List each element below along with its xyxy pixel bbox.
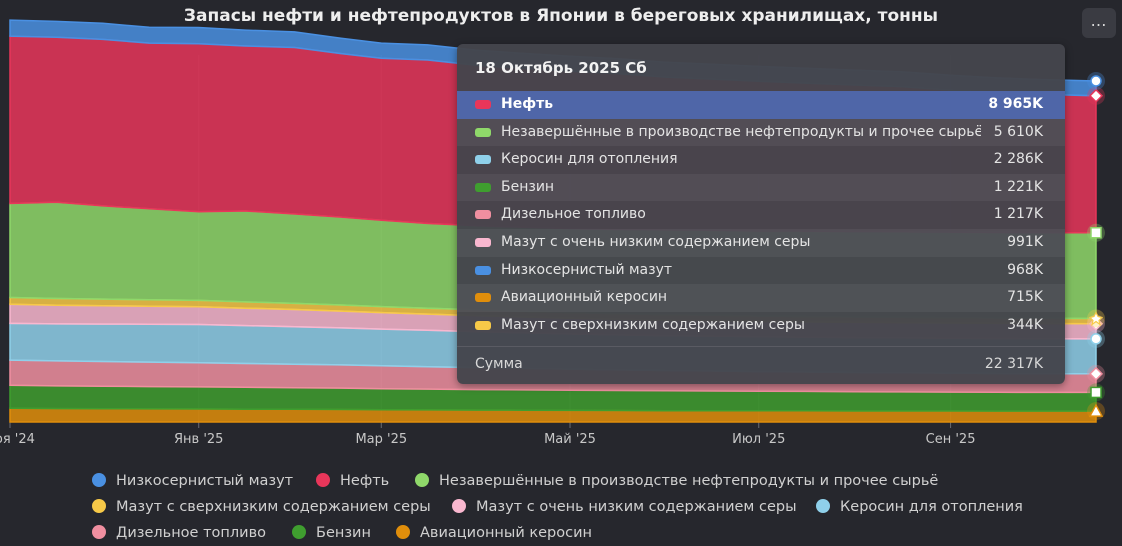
tooltip-row: Низкосернистый мазут 968K xyxy=(457,257,1065,285)
tooltip-row: Дизельное топливо 1 217K xyxy=(457,201,1065,229)
legend-dot-icon xyxy=(92,499,106,513)
tooltip-row: Незавершённые в производстве нефтепродук… xyxy=(457,118,1065,147)
series-marker xyxy=(1088,403,1104,417)
tooltip-sum-value: 22 317K xyxy=(984,356,1043,372)
tooltip-series-name: Дизельное топливо xyxy=(501,206,646,223)
series-marker xyxy=(1088,311,1104,326)
legend-item[interactable]: Бензин xyxy=(292,520,371,546)
tooltip-series-value: 8 965K xyxy=(988,96,1043,112)
legend-dot-icon xyxy=(92,525,106,539)
tooltip-series-name: Низкосернистый мазут xyxy=(501,261,673,278)
legend-dot-icon xyxy=(415,473,429,487)
tooltip-swatch xyxy=(475,237,491,247)
tooltip-row: Мазут с сверхнизким содержанием серы 344… xyxy=(457,312,1065,340)
tooltip-series-value: 991K xyxy=(1007,233,1043,250)
tooltip-series-value: 968K xyxy=(1007,261,1043,278)
legend-dot-icon xyxy=(816,499,830,513)
x-tick-label: Июл '25 xyxy=(732,432,785,447)
x-tick-label: Май '25 xyxy=(544,432,596,447)
series-marker xyxy=(1090,333,1102,345)
legend-row: Мазут с сверхнизким содержанием серы Маз… xyxy=(92,494,1092,520)
tooltip-row: Керосин для отопления 2 286K xyxy=(457,146,1065,174)
legend-label: Авиационный керосин xyxy=(420,525,593,541)
tooltip-series-value: 1 217K xyxy=(993,206,1043,223)
tooltip-row: Мазут с очень низким содержанием серы 99… xyxy=(457,228,1065,257)
legend-dot-icon xyxy=(316,473,330,487)
legend-item[interactable]: Дизельное топливо xyxy=(92,520,266,546)
tooltip-swatch xyxy=(475,210,491,220)
tooltip-series-name: Авиационный керосин xyxy=(501,289,668,306)
tooltip-swatch xyxy=(475,320,491,330)
tooltip-swatch xyxy=(475,265,491,275)
legend-dot-icon xyxy=(92,473,106,487)
tooltip: 18 Октябрь 2025 Сб Нефть 8 965K Незаверш… xyxy=(457,44,1065,384)
tooltip-swatch xyxy=(475,182,491,192)
tooltip-series-value: 5 610K xyxy=(993,123,1043,140)
menu-icon[interactable]: … xyxy=(1082,8,1116,38)
legend-item[interactable]: Мазут с сверхнизким содержанием серы xyxy=(92,494,431,520)
legend-label: Мазут с очень низким содержанием серы xyxy=(476,499,797,515)
chart-title: Запасы нефти и нефтепродуктов в Японии в… xyxy=(183,6,939,26)
legend-row: Дизельное топливо Бензин Авиационный кер… xyxy=(92,520,1092,546)
legend: Низкосернистый мазут Нефть Незавершённые… xyxy=(92,468,1092,546)
tooltip-row: Авиационный керосин 715K xyxy=(457,284,1065,312)
tooltip-row: Нефть 8 965K xyxy=(457,91,1065,119)
tooltip-series-name: Керосин для отопления xyxy=(501,151,678,168)
tooltip-rows: Нефть 8 965K Незавершённые в производств… xyxy=(457,91,1065,339)
tooltip-swatch xyxy=(475,127,491,137)
tooltip-row: Бензин 1 221K xyxy=(457,173,1065,202)
legend-label: Бензин xyxy=(316,525,371,541)
tooltip-series-name: Мазут с сверхнизким содержанием серы xyxy=(501,316,805,333)
tooltip-swatch xyxy=(475,293,491,303)
tooltip-series-value: 715K xyxy=(1007,289,1043,306)
tooltip-swatch xyxy=(475,100,491,109)
legend-row: Низкосернистый мазут Нефть Незавершённые… xyxy=(92,468,1092,494)
tooltip-divider xyxy=(457,346,1065,347)
legend-item[interactable]: Мазут с очень низким содержанием серы xyxy=(452,494,797,520)
legend-item[interactable]: Нефть xyxy=(316,468,389,494)
tooltip-series-value: 2 286K xyxy=(993,151,1043,168)
legend-item[interactable]: Авиационный керосин xyxy=(396,520,592,546)
tooltip-series-value: 1 221K xyxy=(993,178,1043,195)
legend-dot-icon xyxy=(396,525,410,539)
series-marker xyxy=(1088,366,1104,381)
legend-label: Низкосернистый мазут xyxy=(116,473,294,489)
x-tick-label: Сен '25 xyxy=(926,432,976,447)
x-tick-label: Янв '25 xyxy=(174,432,223,447)
series-marker xyxy=(1090,386,1102,399)
series-marker xyxy=(1088,88,1104,103)
series-marker xyxy=(1090,75,1102,87)
legend-item[interactable]: Низкосернистый мазут xyxy=(92,468,293,494)
legend-item[interactable]: Керосин для отопления xyxy=(816,494,1023,520)
legend-label: Нефть xyxy=(340,473,390,489)
tooltip-series-name: Мазут с очень низким содержанием серы xyxy=(501,233,811,250)
x-tick-label: Мар '25 xyxy=(355,432,407,447)
tooltip-series-name: Нефть xyxy=(501,96,554,112)
x-tick-label: Ноя '24 xyxy=(0,432,35,447)
legend-label: Керосин для отопления xyxy=(840,499,1023,515)
series-marker xyxy=(1090,227,1102,239)
tooltip-series-name: Бензин xyxy=(501,178,555,195)
legend-dot-icon xyxy=(292,525,306,539)
legend-item[interactable]: Незавершённые в производстве нефтепродук… xyxy=(415,468,938,494)
legend-label: Незавершённые в производстве нефтепродук… xyxy=(439,473,939,489)
tooltip-series-name: Незавершённые в производстве нефтепродук… xyxy=(501,123,981,140)
tooltip-series-value: 344K xyxy=(1007,316,1043,333)
legend-dot-icon xyxy=(452,499,466,513)
tooltip-swatch xyxy=(475,155,491,165)
tooltip-date: 18 Октябрь 2025 Сб xyxy=(475,59,647,77)
tooltip-sum-label: Сумма xyxy=(475,356,523,372)
legend-label: Дизельное топливо xyxy=(116,525,266,541)
legend-label: Мазут с сверхнизким содержанием серы xyxy=(116,499,431,515)
